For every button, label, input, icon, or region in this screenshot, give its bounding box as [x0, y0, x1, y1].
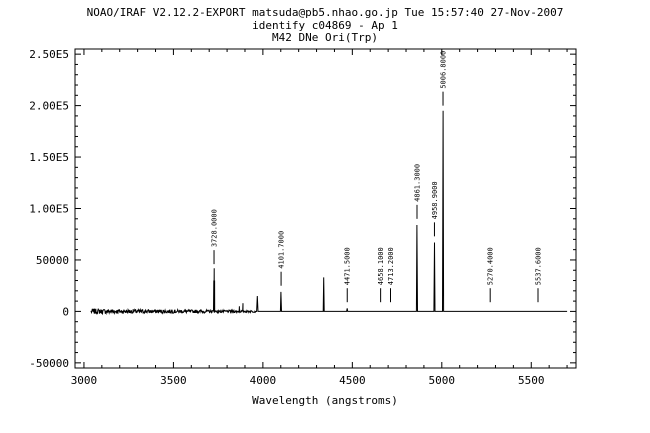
chart-title: M42 DNe Ori(Trp) [272, 31, 378, 44]
header-system-line: NOAO/IRAF V2.12.2-EXPORT matsuda@pb5.nha… [86, 6, 564, 19]
plot-frame [74, 48, 577, 369]
x-axis-label: Wavelength (angstroms) [252, 394, 398, 407]
y-tick-label: 0 [62, 305, 69, 318]
y-tick-label: 1.00E5 [29, 203, 69, 216]
line-id-label: 5270.4000 [487, 247, 495, 285]
line-id-label: 5537.6000 [534, 247, 542, 285]
line-id-label: 5006.8000 [440, 51, 448, 89]
x-tick-label: 5500 [518, 374, 545, 387]
y-tick-label: 50000 [36, 254, 69, 267]
line-id-label: 4471.5000 [344, 247, 352, 285]
x-tick-label: 4000 [250, 374, 277, 387]
x-tick-label: 3500 [160, 374, 187, 387]
header-identify-line: identify c04869 - Ap 1 [252, 19, 398, 32]
line-id-label: 4713.2000 [387, 247, 395, 285]
spectrum-line [90, 110, 568, 316]
x-tick-label: 3000 [71, 374, 98, 387]
y-tick-label: -50000 [29, 357, 69, 370]
x-tick-label: 4500 [339, 374, 366, 387]
y-tick-label: 2.00E5 [29, 100, 69, 113]
line-id-label: 4861.3000 [413, 164, 421, 202]
y-tick-label: 1.50E5 [29, 151, 69, 164]
line-id-label: 4958.9000 [431, 181, 439, 219]
line-id-label: 4101.7000 [278, 231, 286, 269]
x-tick-label: 5000 [429, 374, 456, 387]
line-id-label: 4658.1000 [377, 247, 385, 285]
line-id-label: 3728.0000 [211, 209, 219, 247]
y-tick-label: 2.50E5 [29, 48, 69, 61]
